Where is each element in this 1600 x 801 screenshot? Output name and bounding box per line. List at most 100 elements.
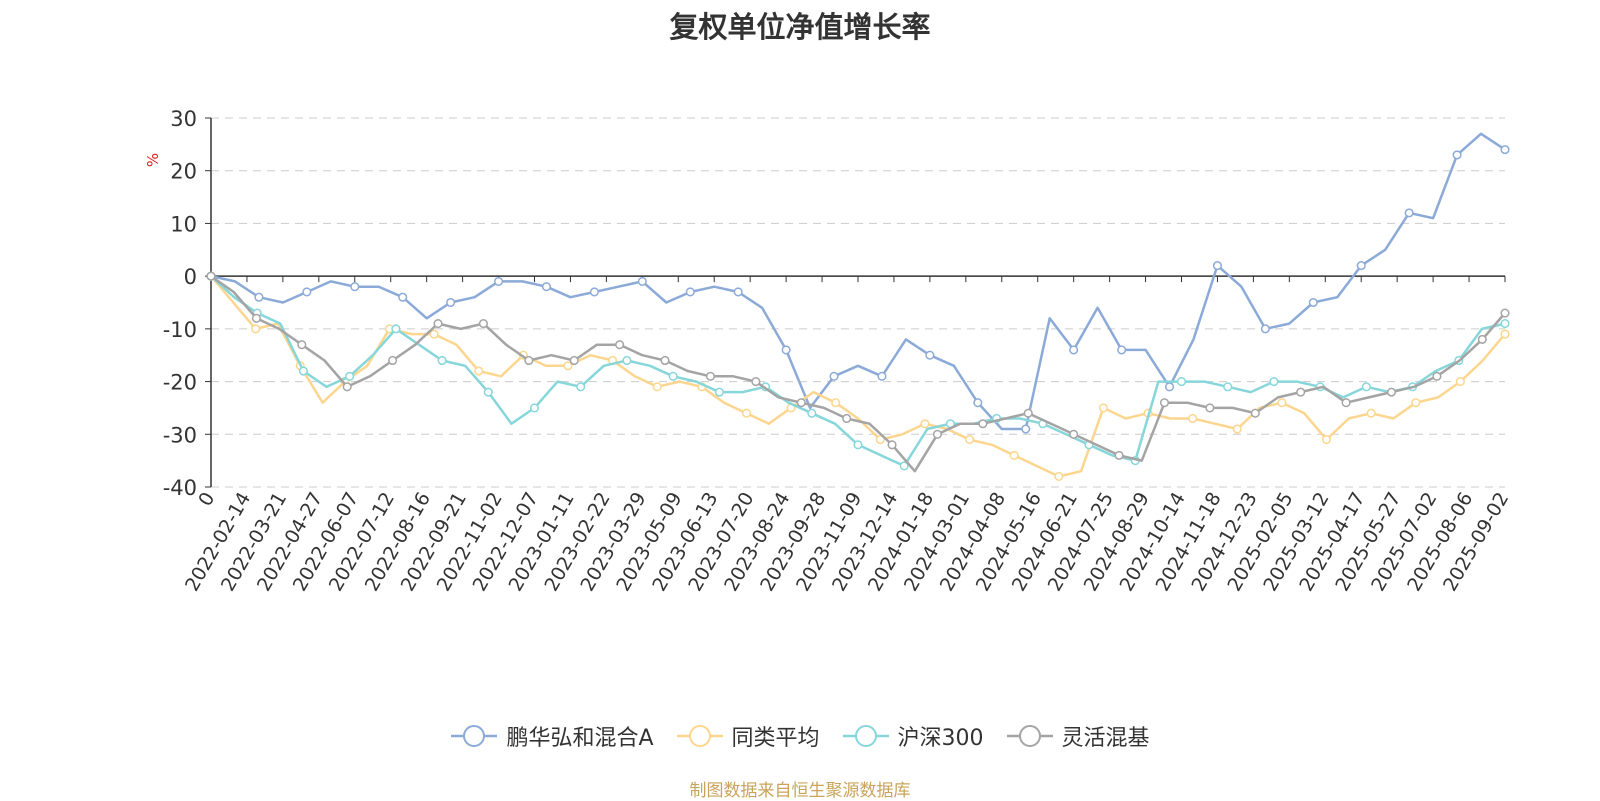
data-point bbox=[807, 408, 817, 418]
data-point bbox=[569, 355, 579, 366]
data-point bbox=[920, 419, 930, 429]
data-point bbox=[1176, 377, 1187, 387]
data-point bbox=[1023, 408, 1033, 418]
data-point bbox=[796, 398, 806, 408]
data-point bbox=[1452, 150, 1462, 160]
y-tick-label: -40 bbox=[163, 476, 197, 500]
data-point bbox=[1432, 371, 1442, 381]
data-point bbox=[853, 440, 863, 450]
data-point bbox=[887, 440, 897, 450]
data-point bbox=[660, 355, 670, 366]
data-point bbox=[1308, 297, 1318, 308]
series-lines bbox=[206, 132, 1510, 482]
data-point bbox=[1069, 345, 1079, 355]
x-tick-label: 0 bbox=[194, 489, 219, 510]
legend: 鹏华弘和混合A 同类平均 沪深300 灵活混基 bbox=[0, 720, 1600, 752]
data-point bbox=[831, 398, 841, 408]
data-point bbox=[714, 387, 724, 397]
source-note: 制图数据来自恒生聚源数据库 bbox=[689, 781, 911, 801]
data-point bbox=[474, 366, 484, 376]
data-point bbox=[1205, 403, 1215, 413]
data-point bbox=[1500, 319, 1510, 329]
data-point bbox=[1386, 387, 1397, 397]
data-point bbox=[446, 297, 456, 308]
y-tick-label: 20 bbox=[170, 160, 197, 184]
data-point bbox=[429, 329, 439, 339]
data-point bbox=[615, 340, 625, 350]
y-tick-label: 30 bbox=[170, 107, 197, 131]
data-point bbox=[1366, 408, 1376, 418]
data-point bbox=[875, 435, 885, 445]
data-point bbox=[398, 292, 408, 302]
data-point bbox=[1500, 308, 1510, 318]
data-point bbox=[1500, 145, 1510, 155]
data-point bbox=[1164, 382, 1175, 392]
data-point bbox=[576, 382, 586, 392]
data-point bbox=[829, 371, 839, 381]
legend-item[interactable]: 鹏华弘和混合A bbox=[450, 720, 654, 752]
data-point bbox=[478, 319, 488, 329]
legend-item[interactable]: 沪深300 bbox=[842, 720, 984, 752]
data-point bbox=[668, 371, 678, 381]
data-point bbox=[529, 403, 540, 413]
data-point bbox=[842, 413, 852, 424]
data-point bbox=[1188, 413, 1198, 424]
data-point bbox=[1232, 424, 1242, 434]
data-point bbox=[251, 313, 261, 323]
data-point bbox=[1404, 208, 1414, 218]
data-point bbox=[433, 319, 443, 329]
legend-item[interactable]: 同类平均 bbox=[676, 720, 820, 752]
legend-swatch-icon bbox=[1006, 725, 1053, 747]
gridlines bbox=[211, 117, 1505, 488]
data-point bbox=[1356, 261, 1366, 271]
data-point bbox=[751, 377, 761, 387]
legend-item[interactable]: 灵活混基 bbox=[1006, 720, 1150, 752]
data-point bbox=[1223, 382, 1233, 392]
data-point bbox=[1114, 450, 1124, 460]
data-point bbox=[563, 361, 573, 371]
data-point bbox=[973, 398, 983, 408]
data-point bbox=[589, 287, 599, 297]
data-point bbox=[1411, 398, 1421, 408]
data-point bbox=[297, 340, 307, 350]
series-line bbox=[210, 132, 1506, 431]
data-point bbox=[437, 355, 447, 366]
legend-label: 同类平均 bbox=[731, 726, 820, 751]
axes: 3020100-10-20-30-4002022-02-142022-03-21… bbox=[163, 107, 1514, 595]
data-point bbox=[705, 371, 715, 381]
data-point bbox=[206, 271, 216, 281]
legend-label: 灵活混基 bbox=[1061, 726, 1150, 751]
data-point bbox=[1269, 377, 1279, 387]
data-point bbox=[1455, 377, 1465, 387]
data-point bbox=[1477, 334, 1487, 344]
data-point bbox=[1321, 435, 1332, 445]
data-point bbox=[1159, 398, 1170, 408]
data-point bbox=[1117, 345, 1127, 355]
data-point bbox=[1098, 403, 1108, 413]
data-point bbox=[637, 276, 647, 286]
data-point bbox=[899, 461, 909, 471]
legend-swatch-icon bbox=[676, 725, 723, 747]
y-axis-unit-label: % bbox=[144, 153, 162, 167]
data-point bbox=[932, 429, 943, 439]
data-point bbox=[685, 287, 695, 297]
data-point bbox=[541, 282, 552, 292]
y-tick-label: -20 bbox=[163, 371, 197, 395]
data-point bbox=[1500, 329, 1510, 339]
data-point bbox=[1250, 408, 1260, 418]
data-point bbox=[524, 355, 534, 366]
data-point bbox=[733, 287, 743, 297]
legend-swatch-icon bbox=[842, 725, 889, 747]
legend-label: 鹏华弘和混合A bbox=[506, 726, 654, 751]
data-point bbox=[388, 355, 398, 366]
data-point bbox=[391, 324, 401, 334]
data-point bbox=[1212, 261, 1222, 271]
data-point bbox=[350, 282, 360, 292]
data-point bbox=[1361, 382, 1371, 392]
y-tick-label: 10 bbox=[170, 212, 197, 236]
data-point bbox=[302, 287, 312, 297]
data-point bbox=[622, 355, 632, 366]
y-tick-label: 0 bbox=[184, 265, 197, 289]
data-point bbox=[1260, 324, 1270, 334]
